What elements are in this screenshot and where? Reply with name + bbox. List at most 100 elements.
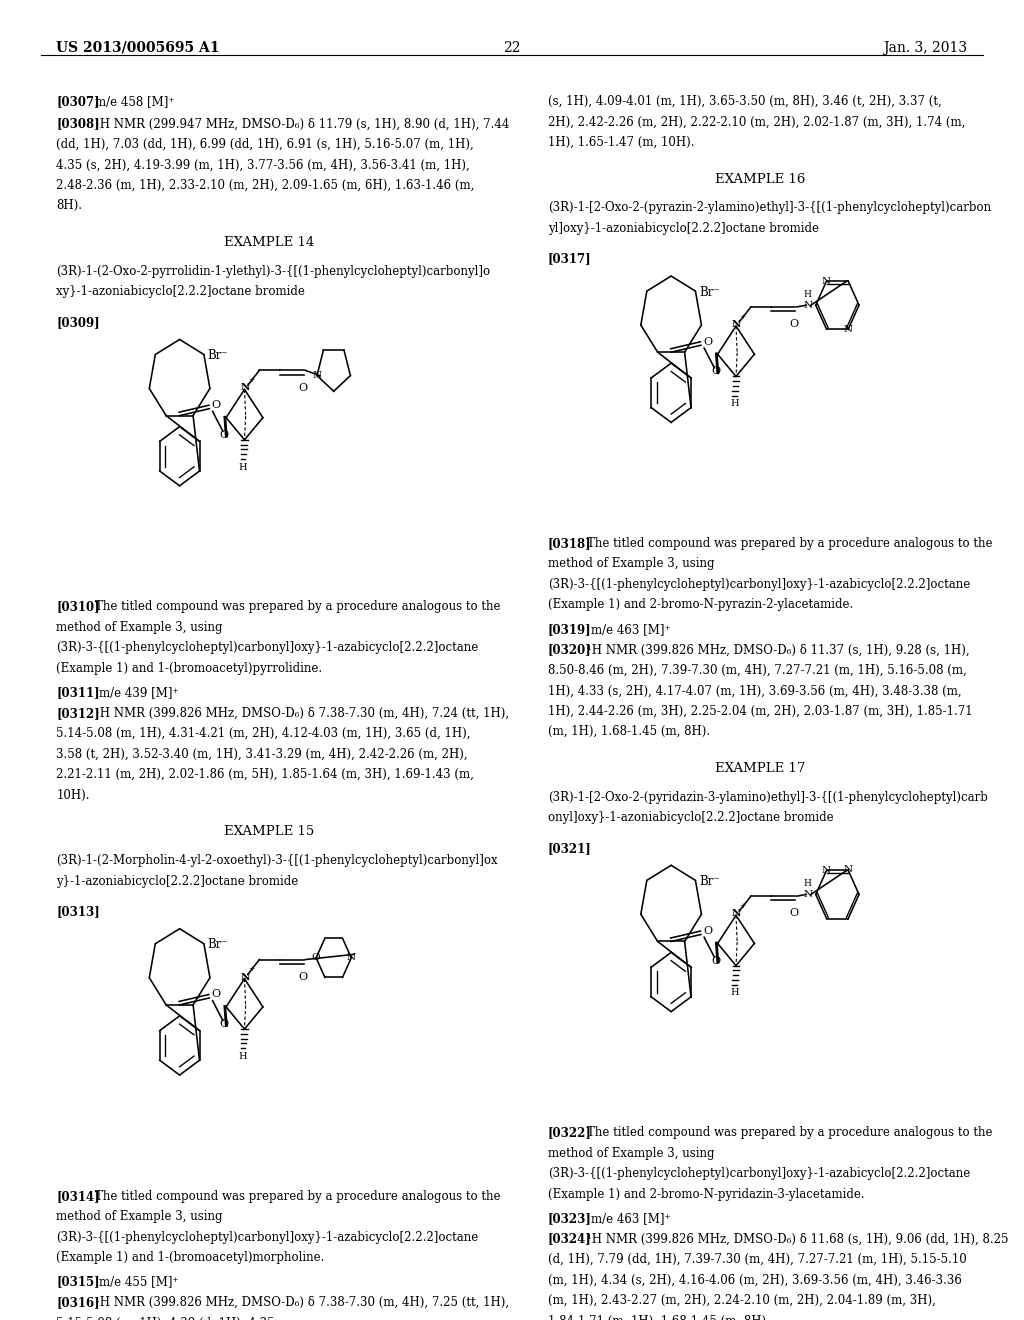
- Text: 2H), 2.42-2.26 (m, 2H), 2.22-2.10 (m, 2H), 2.02-1.87 (m, 3H), 1.74 (m,: 2H), 2.42-2.26 (m, 2H), 2.22-2.10 (m, 2H…: [548, 115, 966, 128]
- Text: [0324]: [0324]: [548, 1233, 592, 1246]
- Text: O: O: [703, 927, 712, 936]
- Text: 22: 22: [503, 41, 521, 55]
- Text: 2.21-2.11 (m, 2H), 2.02-1.86 (m, 5H), 1.85-1.64 (m, 3H), 1.69-1.43 (m,: 2.21-2.11 (m, 2H), 2.02-1.86 (m, 5H), 1.…: [56, 768, 474, 781]
- Text: m/e 463 [M]⁺: m/e 463 [M]⁺: [591, 1212, 671, 1225]
- Text: 8.50-8.46 (m, 2H), 7.39-7.30 (m, 4H), 7.27-7.21 (m, 1H), 5.16-5.08 (m,: 8.50-8.46 (m, 2H), 7.39-7.30 (m, 4H), 7.…: [548, 664, 967, 677]
- Text: The titled compound was prepared by a procedure analogous to the: The titled compound was prepared by a pr…: [587, 537, 992, 550]
- Text: [0314]: [0314]: [56, 1189, 100, 1203]
- Text: xy}-1-azoniabicyclo[2.2.2]octane bromide: xy}-1-azoniabicyclo[2.2.2]octane bromide: [56, 285, 305, 298]
- Text: N: N: [732, 319, 741, 329]
- Text: H: H: [804, 879, 812, 888]
- Text: [0316]: [0316]: [56, 1296, 100, 1309]
- Text: EXAMPLE 14: EXAMPLE 14: [223, 236, 314, 249]
- Text: yl]oxy}-1-azoniabicyclo[2.2.2]octane bromide: yl]oxy}-1-azoniabicyclo[2.2.2]octane bro…: [548, 222, 819, 235]
- Text: O: O: [712, 956, 720, 966]
- Text: m/e 463 [M]⁺: m/e 463 [M]⁺: [591, 623, 671, 636]
- Text: (s, 1H), 4.09-4.01 (m, 1H), 3.65-3.50 (m, 8H), 3.46 (t, 2H), 3.37 (t,: (s, 1H), 4.09-4.01 (m, 1H), 3.65-3.50 (m…: [548, 95, 942, 108]
- Text: O: O: [298, 383, 307, 392]
- Text: method of Example 3, using: method of Example 3, using: [56, 1210, 223, 1224]
- Text: [0307]: [0307]: [56, 95, 100, 108]
- Text: EXAMPLE 16: EXAMPLE 16: [715, 173, 806, 186]
- Text: N: N: [803, 890, 812, 899]
- Text: [0312]: [0312]: [56, 706, 100, 719]
- Text: Br⁻: Br⁻: [699, 285, 720, 298]
- Text: O: O: [220, 1019, 228, 1030]
- Text: [0310]: [0310]: [56, 601, 100, 614]
- Text: O: O: [790, 319, 799, 329]
- Text: 1H), 1.65-1.47 (m, 10H).: 1H), 1.65-1.47 (m, 10H).: [548, 136, 694, 149]
- Text: O: O: [790, 908, 799, 919]
- Text: [0313]: [0313]: [56, 906, 100, 919]
- Text: (3R)-1-(2-Oxo-2-pyrrolidin-1-ylethyl)-3-{[(1-phenylcycloheptyl)carbonyl]o: (3R)-1-(2-Oxo-2-pyrrolidin-1-ylethyl)-3-…: [56, 265, 490, 277]
- Text: [0309]: [0309]: [56, 315, 100, 329]
- Text: US 2013/0005695 A1: US 2013/0005695 A1: [56, 41, 220, 55]
- Text: (3R)-3-{[(1-phenylcycloheptyl)carbonyl]oxy}-1-azabicyclo[2.2.2]octane: (3R)-3-{[(1-phenylcycloheptyl)carbonyl]o…: [548, 578, 970, 591]
- Text: method of Example 3, using: method of Example 3, using: [548, 557, 715, 570]
- Text: (3R)-3-{[(1-phenylcycloheptyl)carbonyl]oxy}-1-azabicyclo[2.2.2]octane: (3R)-3-{[(1-phenylcycloheptyl)carbonyl]o…: [548, 1167, 970, 1180]
- Text: N: N: [822, 276, 831, 285]
- Text: ¹H NMR (399.826 MHz, DMSO-D₆) δ 11.68 (s, 1H), 9.06 (dd, 1H), 8.25: ¹H NMR (399.826 MHz, DMSO-D₆) δ 11.68 (s…: [587, 1233, 1009, 1246]
- Text: (dd, 1H), 7.03 (dd, 1H), 6.99 (dd, 1H), 6.91 (s, 1H), 5.16-5.07 (m, 1H),: (dd, 1H), 7.03 (dd, 1H), 6.99 (dd, 1H), …: [56, 139, 474, 150]
- Text: m/e 439 [M]⁺: m/e 439 [M]⁺: [99, 686, 179, 700]
- Text: (d, 1H), 7.79 (dd, 1H), 7.39-7.30 (m, 4H), 7.27-7.21 (m, 1H), 5.15-5.10: (d, 1H), 7.79 (dd, 1H), 7.39-7.30 (m, 4H…: [548, 1253, 967, 1266]
- Text: method of Example 3, using: method of Example 3, using: [548, 1147, 715, 1160]
- Text: ¹H NMR (399.826 MHz, DMSO-D₆) δ 11.37 (s, 1H), 9.28 (s, 1H),: ¹H NMR (399.826 MHz, DMSO-D₆) δ 11.37 (s…: [587, 643, 970, 656]
- Text: 8H).: 8H).: [56, 199, 82, 213]
- Text: +: +: [739, 902, 745, 909]
- Text: 1H), 4.33 (s, 2H), 4.17-4.07 (m, 1H), 3.69-3.56 (m, 4H), 3.48-3.38 (m,: 1H), 4.33 (s, 2H), 4.17-4.07 (m, 1H), 3.…: [548, 684, 962, 697]
- Text: (m, 1H), 1.68-1.45 (m, 8H).: (m, 1H), 1.68-1.45 (m, 8H).: [548, 725, 710, 738]
- Text: +: +: [248, 965, 254, 973]
- Text: [0323]: [0323]: [548, 1212, 592, 1225]
- Text: N: N: [844, 865, 853, 874]
- Text: (m, 1H), 4.34 (s, 2H), 4.16-4.06 (m, 2H), 3.69-3.56 (m, 4H), 3.46-3.36: (m, 1H), 4.34 (s, 2H), 4.16-4.06 (m, 2H)…: [548, 1274, 962, 1287]
- Text: O: O: [712, 367, 720, 376]
- Text: O: O: [298, 972, 307, 982]
- Text: m/e 458 [M]⁺: m/e 458 [M]⁺: [95, 95, 175, 108]
- Text: Br⁻: Br⁻: [208, 348, 228, 362]
- Text: H: H: [239, 462, 248, 471]
- Text: ¹H NMR (399.826 MHz, DMSO-D₆) δ 7.38-7.30 (m, 4H), 7.25 (tt, 1H),: ¹H NMR (399.826 MHz, DMSO-D₆) δ 7.38-7.3…: [95, 1296, 509, 1309]
- Text: (3R)-3-{[(1-phenylcycloheptyl)carbonyl]oxy}-1-azabicyclo[2.2.2]octane: (3R)-3-{[(1-phenylcycloheptyl)carbonyl]o…: [56, 642, 478, 655]
- Text: H: H: [730, 399, 739, 408]
- Text: (3R)-3-{[(1-phenylcycloheptyl)carbonyl]oxy}-1-azabicyclo[2.2.2]octane: (3R)-3-{[(1-phenylcycloheptyl)carbonyl]o…: [56, 1230, 478, 1243]
- Text: y}-1-azoniabicyclo[2.2.2]octane bromide: y}-1-azoniabicyclo[2.2.2]octane bromide: [56, 875, 299, 887]
- Text: 2.48-2.36 (m, 1H), 2.33-2.10 (m, 2H), 2.09-1.65 (m, 6H), 1.63-1.46 (m,: 2.48-2.36 (m, 1H), 2.33-2.10 (m, 2H), 2.…: [56, 180, 475, 191]
- Text: N: N: [732, 909, 741, 919]
- Text: N: N: [312, 371, 322, 380]
- Text: 4.35 (s, 2H), 4.19-3.99 (m, 1H), 3.77-3.56 (m, 4H), 3.56-3.41 (m, 1H),: 4.35 (s, 2H), 4.19-3.99 (m, 1H), 3.77-3.…: [56, 158, 470, 172]
- Text: 5.14-5.08 (m, 1H), 4.31-4.21 (m, 2H), 4.12-4.03 (m, 1H), 3.65 (d, 1H),: 5.14-5.08 (m, 1H), 4.31-4.21 (m, 2H), 4.…: [56, 727, 471, 741]
- Text: N: N: [822, 866, 831, 875]
- Text: (Example 1) and 2-bromo-N-pyridazin-3-ylacetamide.: (Example 1) and 2-bromo-N-pyridazin-3-yl…: [548, 1188, 864, 1201]
- Text: +: +: [739, 313, 745, 321]
- Text: [0318]: [0318]: [548, 537, 592, 550]
- Text: N: N: [844, 325, 853, 334]
- Text: [0322]: [0322]: [548, 1126, 592, 1139]
- Text: +: +: [248, 376, 254, 384]
- Text: EXAMPLE 17: EXAMPLE 17: [715, 762, 806, 775]
- Text: H: H: [804, 290, 812, 298]
- Text: ¹H NMR (299.947 MHz, DMSO-D₆) δ 11.79 (s, 1H), 8.90 (d, 1H), 7.44: ¹H NMR (299.947 MHz, DMSO-D₆) δ 11.79 (s…: [95, 117, 510, 131]
- Text: N: N: [347, 953, 355, 962]
- Text: method of Example 3, using: method of Example 3, using: [56, 620, 223, 634]
- Text: [0320]: [0320]: [548, 643, 592, 656]
- Text: (3R)-1-[2-Oxo-2-(pyridazin-3-ylamino)ethyl]-3-{[(1-phenylcycloheptyl)carb: (3R)-1-[2-Oxo-2-(pyridazin-3-ylamino)eth…: [548, 791, 988, 804]
- Text: The titled compound was prepared by a procedure analogous to the: The titled compound was prepared by a pr…: [587, 1126, 992, 1139]
- Text: [0321]: [0321]: [548, 842, 592, 855]
- Text: [0308]: [0308]: [56, 117, 100, 131]
- Text: m/e 455 [M]⁺: m/e 455 [M]⁺: [99, 1275, 179, 1288]
- Text: N: N: [241, 383, 250, 392]
- Text: O: O: [703, 337, 712, 347]
- Text: Br⁻: Br⁻: [208, 939, 228, 952]
- Text: N: N: [803, 301, 812, 310]
- Text: The titled compound was prepared by a procedure analogous to the: The titled compound was prepared by a pr…: [95, 601, 501, 614]
- Text: N: N: [241, 973, 250, 982]
- Text: [0319]: [0319]: [548, 623, 592, 636]
- Text: (3R)-1-[2-Oxo-2-(pyrazin-2-ylamino)ethyl]-3-{[(1-phenylcycloheptyl)carbon: (3R)-1-[2-Oxo-2-(pyrazin-2-ylamino)ethyl…: [548, 202, 991, 214]
- Text: O: O: [212, 990, 220, 999]
- Text: 5.15-5.08 (m, 1H), 4.39 (d, 1H), 4.35: 5.15-5.08 (m, 1H), 4.39 (d, 1H), 4.35: [56, 1316, 275, 1320]
- Text: [0315]: [0315]: [56, 1275, 100, 1288]
- Text: The titled compound was prepared by a procedure analogous to the: The titled compound was prepared by a pr…: [95, 1189, 501, 1203]
- Text: (Example 1) and 1-(bromoacetyl)pyrrolidine.: (Example 1) and 1-(bromoacetyl)pyrrolidi…: [56, 661, 323, 675]
- Text: (Example 1) and 1-(bromoacetyl)morpholine.: (Example 1) and 1-(bromoacetyl)morpholin…: [56, 1251, 325, 1265]
- Text: O: O: [312, 953, 321, 962]
